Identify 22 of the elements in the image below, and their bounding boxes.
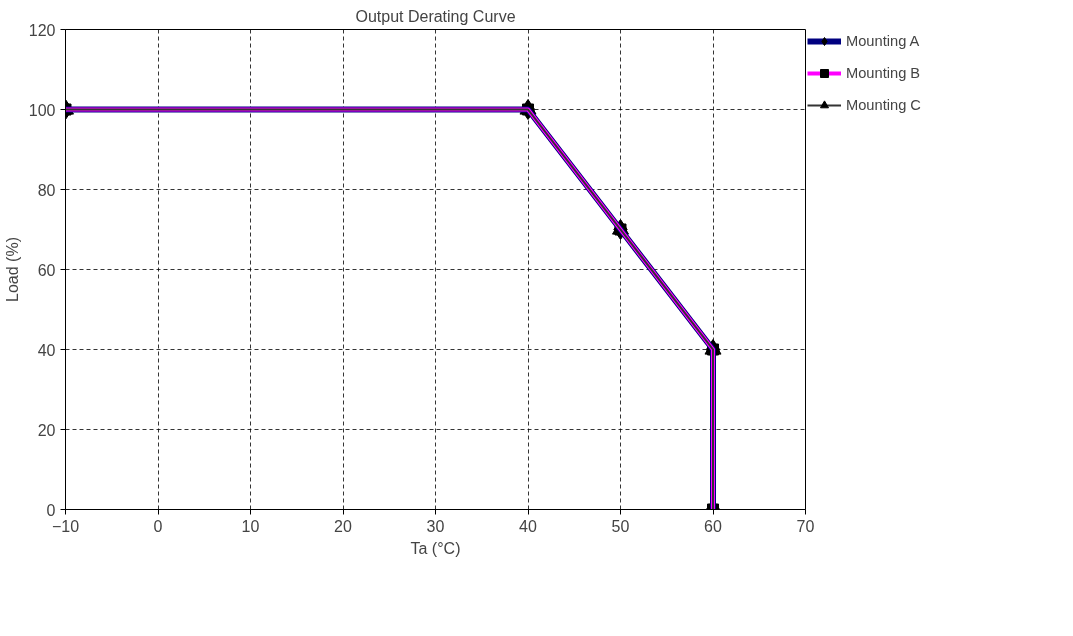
x-tick-label: 10 xyxy=(241,517,260,535)
y-tick-label: 0 xyxy=(46,501,56,519)
y-tick-label: 40 xyxy=(37,341,56,359)
chart-title: Output Derating Curve xyxy=(355,7,516,25)
legend-label: Mounting A xyxy=(846,33,920,49)
x-tick-label: 50 xyxy=(611,517,630,535)
x-axis-title: Ta (°C) xyxy=(410,539,461,557)
x-tick-label: 70 xyxy=(796,517,815,535)
legend-label: Mounting C xyxy=(846,97,921,113)
y-axis-title: Load (%) xyxy=(3,237,21,302)
x-tick-label: 0 xyxy=(153,517,163,535)
x-tick-label: 20 xyxy=(334,517,352,535)
y-tick-label: 60 xyxy=(37,261,56,279)
legend-label: Mounting B xyxy=(846,65,921,81)
y-tick-label: 100 xyxy=(28,101,56,119)
x-tick-label: 40 xyxy=(519,517,537,535)
y-tick-label: 20 xyxy=(37,421,56,439)
x-tick-label: 60 xyxy=(704,517,722,535)
y-tick-label: 120 xyxy=(28,21,56,39)
x-tick-label: −10 xyxy=(51,517,80,535)
y-tick-label: 80 xyxy=(37,181,56,199)
x-tick-label: 30 xyxy=(426,517,445,535)
